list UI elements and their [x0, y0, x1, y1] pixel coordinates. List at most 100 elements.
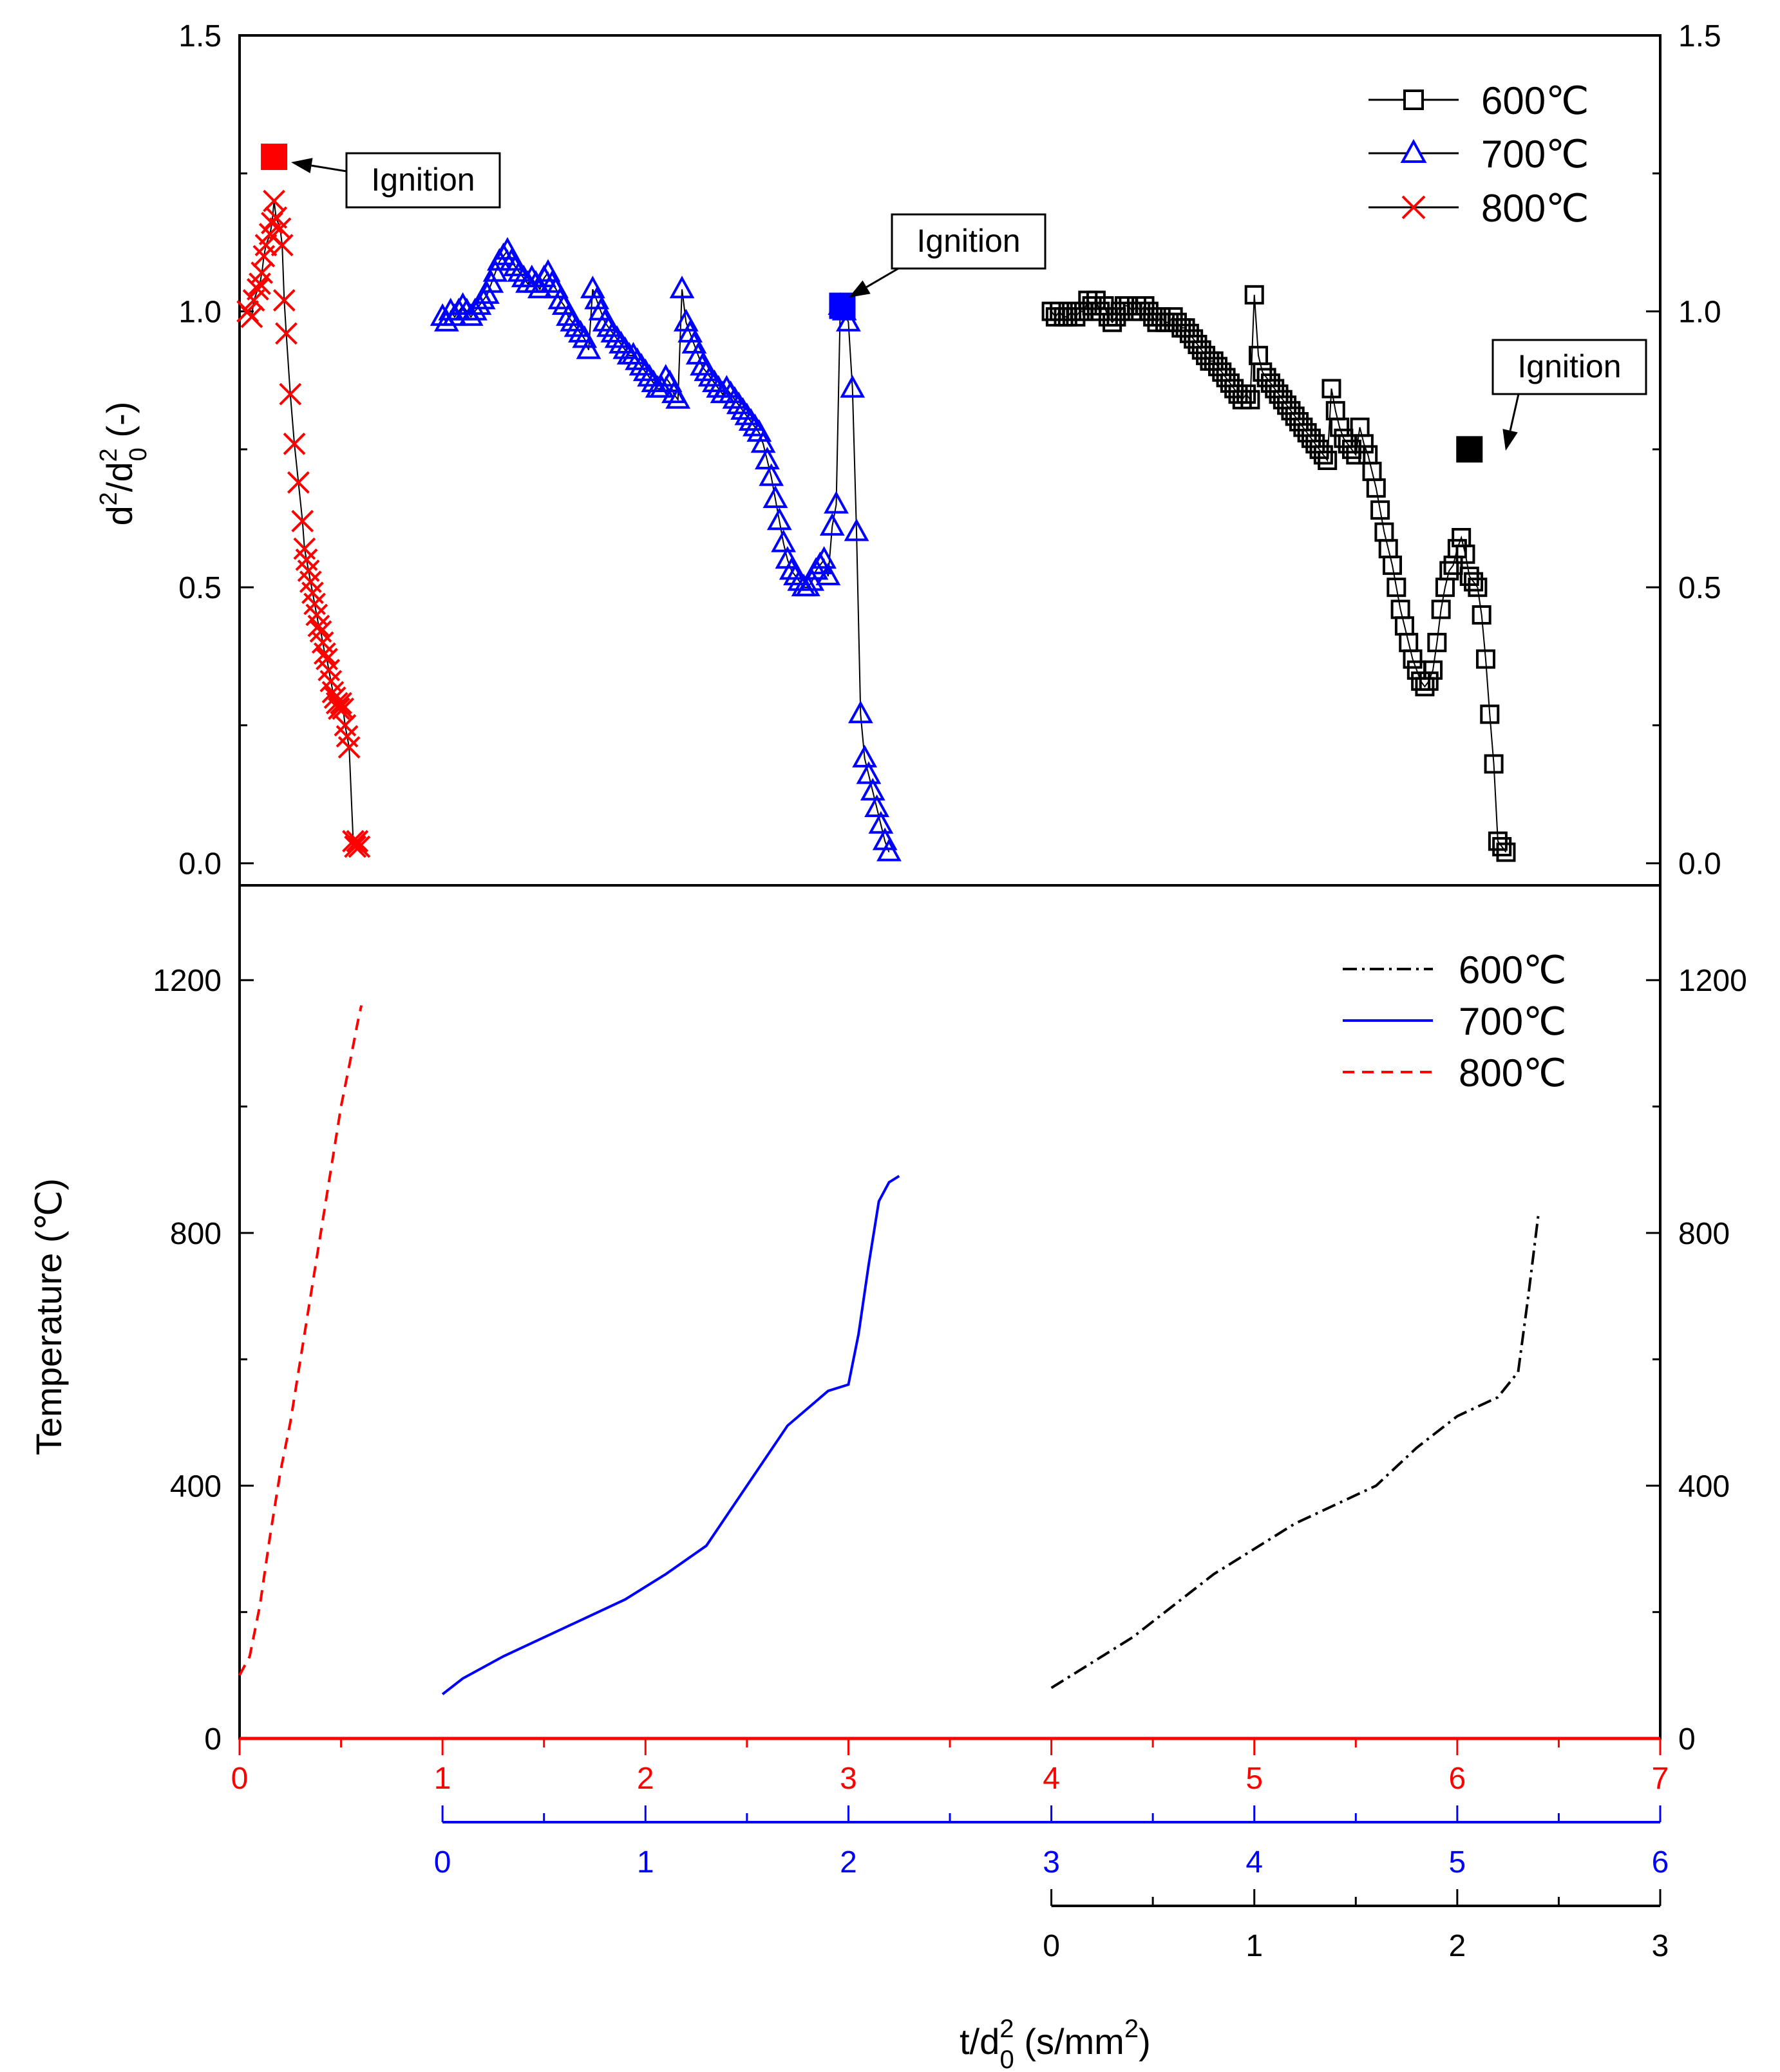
ignition-annotation-label: Ignition [371, 162, 475, 198]
data-point-800 [246, 278, 269, 301]
top-y-tick-label-left: 1.5 [178, 19, 222, 53]
data-point-600 [1431, 599, 1451, 619]
data-point-700 [844, 518, 869, 542]
x-axis-tick-label-red: 4 [1043, 1762, 1060, 1796]
bottom-y-tick-label-right: 0 [1678, 1722, 1696, 1756]
x-axis-tick-label-black: 2 [1449, 1929, 1466, 1963]
bottom-legend-label: 800℃ [1459, 1051, 1567, 1095]
data-point-700 [759, 463, 784, 486]
data-point-600 [1496, 842, 1516, 862]
top-legend-marker-800 [1401, 195, 1426, 220]
data-point-700 [482, 259, 508, 282]
data-point-700 [819, 513, 845, 536]
data-point-600 [1472, 605, 1491, 625]
ignition-annotation-box [1491, 339, 1647, 395]
data-point-600 [1354, 434, 1374, 454]
x-axis-tick-label-blue: 1 [637, 1845, 654, 1879]
data-point-800 [346, 830, 369, 852]
data-point-600 [1480, 704, 1500, 724]
data-point-700 [762, 485, 788, 508]
x-axis-tick-label-blue: 6 [1652, 1845, 1669, 1879]
data-point-700 [576, 336, 601, 359]
data-point-800 [279, 382, 302, 406]
ignition-arrow-line [311, 164, 347, 173]
data-point-600 [1366, 478, 1386, 498]
data-point-800 [270, 234, 294, 257]
data-point-800 [283, 432, 306, 455]
x-axis-tick-label-black: 1 [1245, 1929, 1263, 1963]
bottom-legend-label: 700℃ [1459, 1000, 1567, 1043]
data-point-700 [475, 281, 500, 304]
data-point-700 [434, 308, 459, 332]
x-axis-tick-label-black: 0 [1043, 1929, 1060, 1963]
data-point-700 [771, 529, 796, 552]
data-point-600 [1313, 445, 1333, 465]
data-point-600 [1419, 671, 1439, 691]
ignition-annotation-box [345, 152, 501, 209]
top-y-tick-label-right: 0.5 [1678, 571, 1721, 605]
top-legend-label: 800℃ [1481, 187, 1589, 230]
data-point-800 [313, 642, 336, 665]
data-point-800 [275, 322, 298, 345]
top-legend-label: 600℃ [1481, 79, 1589, 122]
x-axis-tick-label-red: 3 [840, 1762, 857, 1796]
data-point-600 [1236, 384, 1256, 404]
data-point-600 [1244, 285, 1264, 305]
bottom-panel: 0 0 400 400 800 800 1200 1200 Temperature (℃) 600… [28, 884, 1747, 1756]
data-point-700 [649, 375, 674, 398]
data-point-700 [836, 308, 861, 332]
data-point-700 [860, 778, 885, 801]
data-point-800 [344, 835, 367, 858]
ignition-annotation-label: Ignition [916, 223, 1020, 259]
data-point-700 [840, 375, 866, 398]
data-point-700 [478, 270, 504, 293]
data-point-600 [1318, 451, 1338, 470]
ignition-marker-black [1456, 436, 1483, 463]
x-axis-tick-label-red: 1 [434, 1762, 451, 1796]
top-legend-marker-600 [1403, 89, 1424, 110]
data-point-600 [1427, 632, 1447, 652]
ignition-marker-red [261, 144, 288, 171]
top-y-axis-title-part: 2 [95, 492, 122, 505]
top-y-tick-label-right: 1.5 [1678, 19, 1721, 53]
data-point-600 [1423, 660, 1443, 680]
x-axis-tick-label-blue: 5 [1449, 1845, 1466, 1879]
data-point-800 [330, 692, 352, 715]
top-legend-marker-700 [1400, 138, 1427, 163]
data-point-800 [291, 509, 314, 532]
data-point-600 [1403, 649, 1423, 669]
data-point-600 [1321, 379, 1341, 399]
top-y-axis-title-part: (-) [99, 402, 140, 448]
bottom-y-tick-label-right: 1200 [1678, 964, 1747, 998]
temperature-line-red [238, 1005, 363, 1676]
top-y-axis-title-part: d [99, 505, 140, 525]
top-y-axis-title-part: /d [99, 462, 140, 492]
bottom-y-tick-label-left: 800 [170, 1217, 222, 1251]
data-point-700 [750, 430, 776, 453]
temperature-line-black [1050, 1214, 1540, 1690]
data-point-600 [1370, 500, 1390, 520]
ignition-arrow-head [291, 158, 313, 173]
data-point-600 [1439, 561, 1459, 581]
top-y-tick-label-right: 1.0 [1678, 296, 1721, 330]
data-point-700 [811, 546, 837, 569]
ignition-arrow-head [1502, 429, 1518, 451]
ignition-annotation-box [891, 213, 1046, 270]
bottom-y-tick-label-left: 400 [170, 1469, 222, 1503]
data-point-700 [766, 507, 792, 531]
data-point-700 [669, 276, 695, 299]
data-point-800 [348, 835, 371, 858]
data-point-600 [1492, 837, 1512, 856]
temperature-line-blue [441, 1174, 900, 1695]
bottom-y-axis-title: Temperature (℃) [28, 1178, 69, 1455]
top-y-tick-label-left: 0.0 [178, 847, 222, 881]
x-axis-tick-label-red: 7 [1652, 1762, 1669, 1796]
x-axis-tick-label-blue: 3 [1043, 1845, 1060, 1879]
data-point-800 [307, 614, 330, 637]
x-axis-title-text: t/d2 0 (s/mm2) [960, 2015, 1151, 2072]
x-axis-tick-label-black: 3 [1652, 1929, 1669, 1963]
top-y-tick-label-right: 0.0 [1678, 847, 1721, 881]
data-point-700 [815, 562, 841, 585]
data-point-800 [328, 697, 350, 720]
x-axis-title: t/d2 0 (s/mm2) [960, 2015, 1151, 2072]
